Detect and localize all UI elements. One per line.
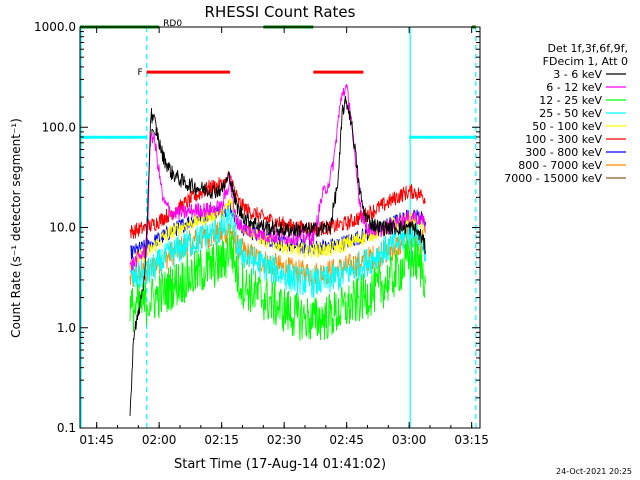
axes: 01:45 02:00 02:15 02:30 02:45 03:00 03:15 0.1 1.… (34, 20, 489, 447)
y-axis-label: Count Rate (s⁻¹ detector segment⁻¹) (9, 118, 23, 338)
legend-label-1: 6 - 12 keV (546, 81, 602, 94)
x-tick-label-1: 02:00 (142, 433, 177, 447)
bar-label-rd6: RD6 (136, 0, 155, 1)
x-tick-label-0: 01:45 (79, 433, 114, 447)
legend-header-1: FDecim 1, Att 0 (543, 55, 628, 68)
x-axis-label: Start Time (17-Aug-14 01:41:02) (174, 457, 386, 472)
legend: Det 1f,3f,6f,9f,FDecim 1, Att 03 - 6 keV… (504, 42, 628, 185)
bar-label-rd0: RD0 (163, 19, 182, 29)
y-tick-label-2: 10.0 (49, 221, 76, 235)
legend-label-6: 300 - 800 keV (525, 146, 602, 159)
legend-label-8: 7000 - 15000 keV (504, 172, 602, 185)
series-group (129, 83, 426, 416)
x-tick-label-2: 02:15 (204, 433, 239, 447)
x-tick-label-6: 03:15 (454, 433, 489, 447)
series-line-100-300-kev (129, 170, 426, 239)
legend-label-4: 50 - 100 keV (532, 120, 602, 133)
timestamp: 24-Oct-2021 20:25 (556, 467, 632, 476)
series-line-12-25-kev (129, 226, 426, 341)
bar-label-f: F (137, 68, 142, 78)
y-tick-label-3: 100.0 (42, 120, 76, 134)
legend-label-7: 800 - 7000 keV (518, 159, 602, 172)
chart-title: RHESSI Count Rates (205, 3, 356, 21)
x-tick-label-3: 02:30 (267, 433, 302, 447)
y-tick-label-0: 0.1 (57, 421, 76, 435)
legend-label-3: 25 - 50 keV (539, 107, 602, 120)
series-line-3-6-kev (129, 96, 426, 416)
series-line-6-12-kev (129, 83, 426, 272)
x-tick-label-5: 03:00 (392, 433, 427, 447)
legend-label-5: 100 - 300 keV (525, 133, 602, 146)
series-line-25-50-kev (129, 207, 426, 298)
y-tick-label-1: 1.0 (57, 321, 76, 335)
legend-header-0: Det 1f,3f,6f,9f, (547, 42, 628, 55)
legend-label-0: 3 - 6 keV (553, 68, 602, 81)
y-tick-label-4: 1000.0 (34, 20, 76, 34)
x-tick-label-4: 02:45 (329, 433, 364, 447)
legend-label-2: 12 - 25 keV (539, 94, 602, 107)
